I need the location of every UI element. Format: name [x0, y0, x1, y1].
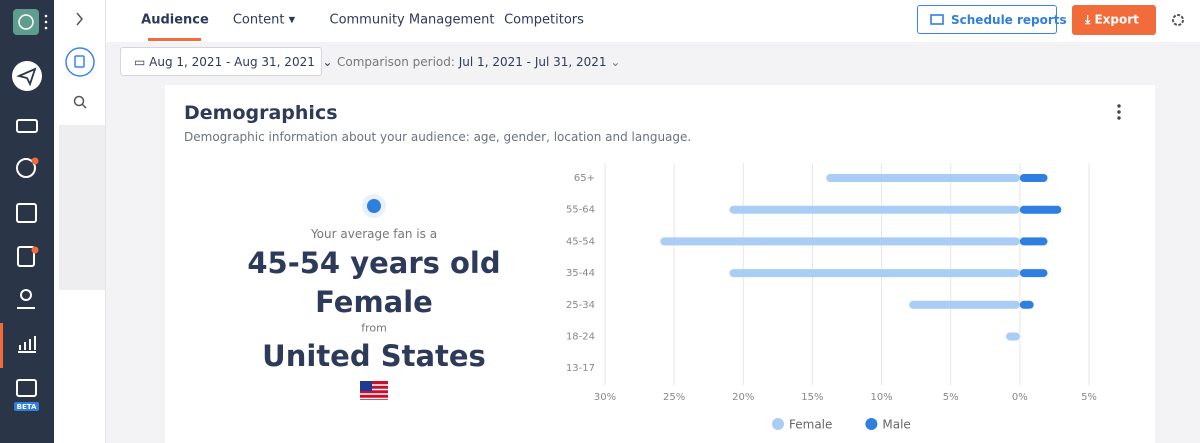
y-tick-label: 45-54	[566, 236, 595, 247]
beta-badge	[14, 402, 39, 411]
tab[interactable]: Community Management	[329, 12, 495, 28]
placeholder-block	[59, 125, 105, 290]
globe-icon	[362, 194, 386, 218]
dot	[1117, 116, 1121, 120]
bar	[729, 269, 1020, 278]
chart: 30% 25% 20% 15% 10% 5% 0% 5% 65+ 55-64 45-54 35-44 2…	[566, 163, 1097, 432]
logo[interactable]	[13, 9, 39, 35]
card-title: Demographics	[184, 102, 338, 124]
tab[interactable]: Competitors	[504, 12, 584, 28]
notification-dot	[31, 246, 39, 254]
bar	[1019, 174, 1048, 182]
summary-from: from	[361, 321, 387, 335]
calendar-icon[interactable]	[16, 203, 37, 223]
publish-icon[interactable]	[12, 61, 42, 91]
tasks-icon[interactable]	[17, 246, 35, 267]
date-range: ▭ Aug 1, 2021 - Aug 31, 2021 ⌄	[134, 55, 333, 69]
bar	[1019, 205, 1062, 214]
dot	[1117, 104, 1121, 108]
people-icon[interactable]	[20, 289, 32, 301]
y-tick-label: 65+	[574, 173, 595, 184]
flag-canton	[360, 381, 372, 391]
bar	[729, 205, 1020, 214]
legend-swatch	[772, 418, 784, 430]
x-tick-label: 0%	[1012, 392, 1028, 403]
card-subtitle: Demographic information about your audie…	[184, 130, 692, 144]
legend-label: Male	[882, 418, 910, 432]
schedule-icon	[930, 14, 944, 25]
legend-swatch	[865, 418, 878, 430]
tab[interactable]: Content ▾	[232, 12, 296, 28]
gear	[1172, 14, 1184, 26]
envelope	[930, 14, 944, 25]
export-label: Export	[1094, 12, 1139, 27]
video-icon[interactable]	[16, 379, 37, 397]
export-text: ⤓ Export	[1085, 12, 1139, 27]
summary-age: 45-54 years old	[247, 246, 501, 280]
bar	[1019, 269, 1048, 278]
comparison[interactable]: Comparison period: Jul 1, 2021 - Jul 31,…	[337, 55, 621, 69]
settings-icon[interactable]	[1170, 12, 1186, 28]
y-tick-label: 25-34	[566, 300, 595, 311]
active-indicator	[0, 323, 3, 368]
bar	[660, 237, 1020, 246]
schedule-button[interactable]	[917, 5, 1057, 34]
subnav-icons	[65, 12, 95, 109]
bar	[826, 174, 1020, 182]
dot	[44, 26, 48, 30]
flag-stripes	[360, 384, 388, 400]
legend-label: Female	[789, 418, 832, 432]
notification-dot	[31, 157, 39, 165]
x-tick-label: 20%	[732, 392, 754, 403]
bar	[1019, 300, 1034, 309]
comparison-range: Jul 1, 2021 - Jul 31, 2021	[458, 55, 607, 69]
globe	[367, 199, 381, 213]
dot	[44, 20, 48, 24]
date-picker[interactable]	[120, 47, 322, 76]
tab[interactable]: Audience	[141, 12, 209, 28]
dot	[44, 14, 48, 18]
inbox-icon[interactable]	[16, 119, 38, 133]
y-tick-label: 13-17	[566, 363, 595, 374]
comparison-label: Comparison period:	[337, 55, 455, 69]
y-tick-label: 35-44	[566, 268, 595, 279]
sidebar-icons: BETA	[0, 9, 48, 411]
export-button[interactable]	[1072, 5, 1156, 35]
plane	[16, 67, 37, 87]
x-tick-label: 15%	[801, 392, 823, 403]
x-tick-label: 10%	[870, 392, 892, 403]
doc	[74, 55, 85, 68]
y-tick-label: 18-24	[566, 332, 595, 343]
summary-gender: Female	[315, 285, 433, 319]
x-tick-label: 30%	[594, 392, 616, 403]
bar	[1006, 332, 1020, 341]
bar	[909, 300, 1020, 309]
tab-underline	[148, 38, 201, 41]
listening-icon[interactable]	[16, 158, 36, 178]
analytics-icon[interactable]	[18, 336, 36, 353]
bar	[1019, 237, 1048, 246]
expand-icon[interactable]	[76, 12, 83, 26]
card-menu[interactable]	[1114, 103, 1124, 121]
dot	[1117, 110, 1121, 114]
date-text: Aug 1, 2021 - Aug 31, 2021	[149, 55, 315, 69]
card	[165, 85, 1155, 443]
search-handle	[81, 103, 87, 109]
logo-mark	[18, 14, 34, 30]
tab-text: Content	[232, 12, 285, 28]
x-tick-label: 5%	[943, 392, 959, 403]
flag	[360, 381, 388, 400]
summary-country: United States	[262, 339, 486, 373]
beta-text: BETA	[17, 403, 37, 411]
schedule-text: Schedule reports	[951, 13, 1067, 27]
x-tick-label: 25%	[663, 392, 685, 403]
y-tick-label: 55-64	[566, 205, 595, 216]
add-report-icon[interactable]	[65, 47, 95, 77]
x-tick-label: 5%	[1081, 392, 1097, 403]
summary-intro: Your average fan is a	[310, 227, 438, 241]
search-icon[interactable]	[73, 95, 85, 107]
